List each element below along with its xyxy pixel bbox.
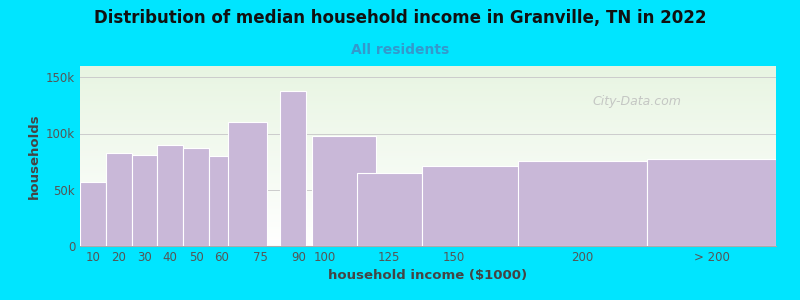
Bar: [357, 173, 422, 246]
Bar: [131, 155, 158, 246]
Text: All residents: All residents: [351, 44, 449, 58]
Bar: [158, 145, 183, 246]
Text: City-Data.com: City-Data.com: [592, 95, 682, 109]
Text: Distribution of median household income in Granville, TN in 2022: Distribution of median household income …: [94, 9, 706, 27]
Bar: [312, 136, 377, 246]
Bar: [228, 122, 267, 246]
Bar: [106, 153, 131, 246]
Bar: [422, 166, 550, 246]
Bar: [80, 182, 106, 246]
Bar: [518, 160, 647, 246]
Bar: [209, 156, 234, 246]
Y-axis label: households: households: [27, 113, 41, 199]
Bar: [183, 148, 209, 246]
Bar: [647, 159, 776, 246]
X-axis label: household income ($1000): household income ($1000): [329, 269, 527, 282]
Bar: [280, 91, 306, 246]
